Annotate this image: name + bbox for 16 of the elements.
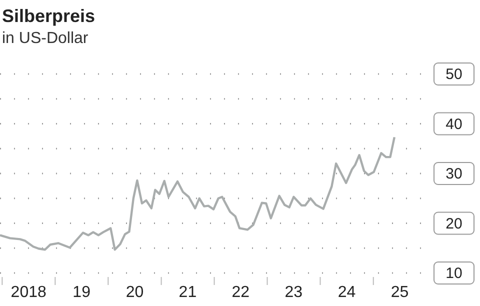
x-tick-label: 19 <box>72 284 91 301</box>
chart-title: Silberpreis <box>2 6 96 27</box>
x-tick-label: 24 <box>338 284 356 301</box>
x-tick-label: 20 <box>126 284 144 301</box>
x-tick-label: 21 <box>178 284 197 301</box>
x-tick-label: 2018 <box>10 284 46 301</box>
x-tick-label: 25 <box>390 284 409 301</box>
y-tick-label: 50 <box>446 66 462 83</box>
y-tick-label: 40 <box>446 116 462 133</box>
y-tick-label: 20 <box>446 215 462 232</box>
x-tick-label: 23 <box>284 284 303 301</box>
chart-subtitle: in US-Dollar <box>2 30 88 48</box>
y-tick-label: 30 <box>446 166 462 182</box>
x-tick-label: 22 <box>232 284 250 301</box>
line-series <box>0 136 396 251</box>
y-tick-label: 10 <box>446 265 462 282</box>
